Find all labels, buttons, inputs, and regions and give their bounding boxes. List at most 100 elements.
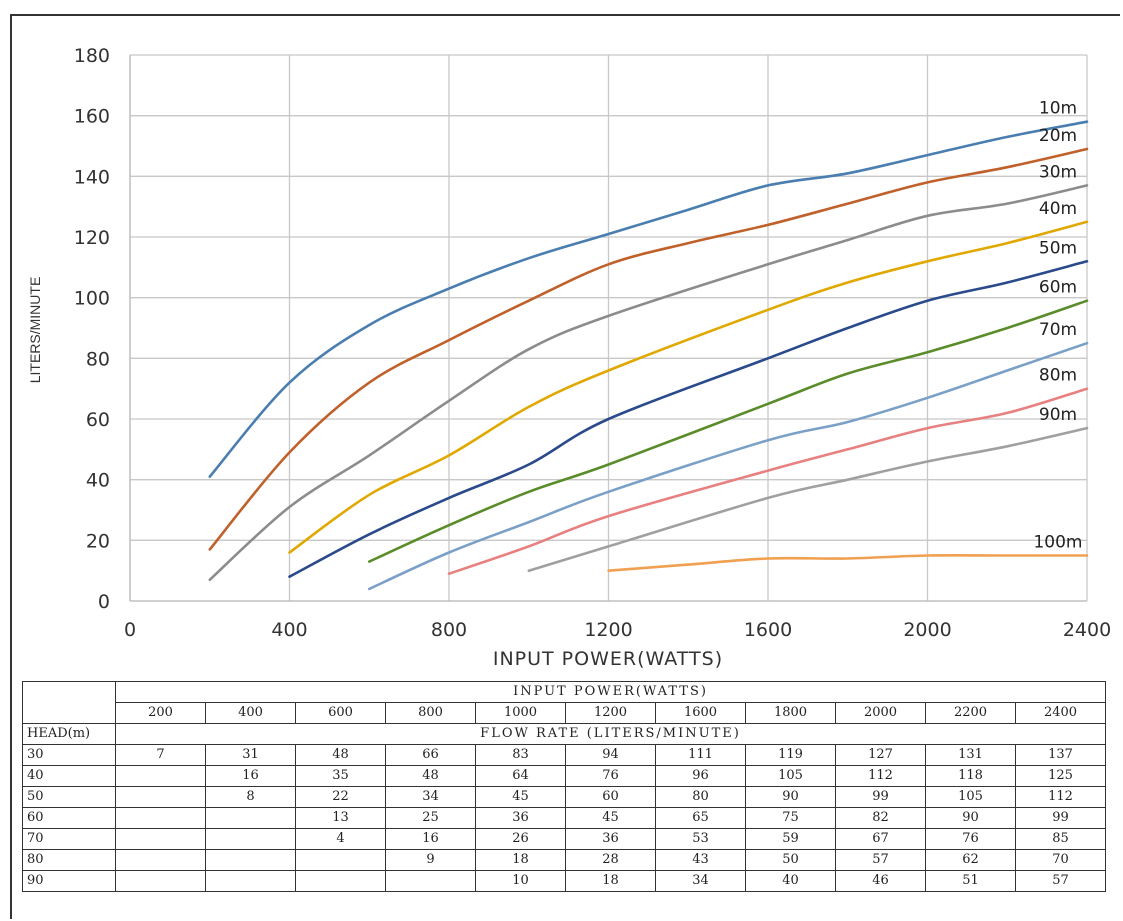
series-label-50m: 50m	[1039, 238, 1077, 258]
series-label-30m: 30m	[1039, 162, 1077, 182]
flow-rate-cell: 75	[745, 807, 836, 829]
head-cell: 60	[22, 807, 116, 829]
flow-rate-cell: 53	[655, 828, 746, 850]
flow-rate-cell	[115, 849, 206, 871]
flow-rate-cell: 118	[925, 765, 1016, 787]
flow-rate-cell: 18	[565, 870, 656, 892]
flow-rate-cell: 66	[385, 744, 476, 766]
flow-rate-cell: 40	[745, 870, 836, 892]
flow-rate-cell: 51	[925, 870, 1016, 892]
figure-frame	[10, 14, 1120, 919]
flow-rate-cell: 60	[565, 786, 656, 808]
series-label-80m: 80m	[1039, 366, 1077, 386]
flow-rate-cell: 76	[565, 765, 656, 787]
table-row: 90 10 18 34 40 46 51 57	[22, 870, 1106, 892]
y-tick-label: 160	[74, 106, 110, 128]
flow-rate-cell: 80	[655, 786, 746, 808]
flow-rate-cell: 82	[835, 807, 926, 829]
flow-rate-cell: 50	[745, 849, 836, 871]
head-cell: 40	[22, 765, 116, 787]
series-line-40m	[288, 220, 1089, 554]
flow-rate-cell: 4	[295, 828, 386, 850]
x-tick-label: 2400	[1063, 619, 1111, 641]
head-cell: 80	[22, 849, 116, 871]
table-sub-header-row: HEAD(m) FLOW RATE (LITERS/MINUTE)	[22, 723, 1106, 745]
head-cell: 30	[22, 744, 116, 766]
flow-rate-cell: 26	[475, 828, 566, 850]
y-tick-label: 80	[86, 348, 110, 370]
flow-rate-cell: 99	[1015, 807, 1106, 829]
y-tick-label: 140	[74, 166, 110, 188]
series-line-50m	[288, 260, 1089, 578]
flow-rate-cell	[205, 870, 296, 892]
flow-rate-cell: 16	[205, 765, 296, 787]
input-power-header: INPUT POWER(WATTS)	[115, 681, 1106, 703]
flow-rate-cell: 48	[295, 744, 386, 766]
table-row: 50 8 22 34 45 60 80 90 99 105 112	[22, 786, 1106, 808]
flow-rate-table: INPUT POWER(WATTS) 200 400 600 800 1000 1200 1…	[22, 681, 1106, 892]
flow-rate-cell: 83	[475, 744, 566, 766]
flow-rate-cell: 119	[745, 744, 836, 766]
chart-series	[208, 120, 1089, 591]
x-tick-label: 1600	[744, 619, 792, 641]
y-axis-label: LITERS/MINUTE	[27, 277, 43, 384]
flow-rate-cell: 34	[385, 786, 476, 808]
flow-rate-cell: 64	[475, 765, 566, 787]
flow-rate-cell: 96	[655, 765, 746, 787]
flow-rate-cell: 111	[655, 744, 746, 766]
flow-rate-cell: 16	[385, 828, 476, 850]
series-line-80m	[447, 387, 1089, 575]
flow-rate-cell: 10	[475, 870, 566, 892]
power-header-cell: 1200	[565, 702, 656, 724]
head-cell: 70	[22, 828, 116, 850]
flow-rate-cell: 76	[925, 828, 1016, 850]
flow-rate-cell: 67	[835, 828, 926, 850]
flow-rate-cell	[115, 786, 206, 808]
y-tick-label: 0	[98, 591, 110, 613]
y-tick-label: 40	[86, 470, 110, 492]
flow-rate-cell: 45	[475, 786, 566, 808]
flow-rate-cell: 28	[565, 849, 656, 871]
flow-rate-cell: 46	[835, 870, 926, 892]
flow-rate-cell: 57	[1015, 870, 1106, 892]
power-header-cell: 1800	[745, 702, 836, 724]
flow-rate-cell: 59	[745, 828, 836, 850]
flow-rate-cell: 94	[565, 744, 656, 766]
chart-series-labels: 10m 20m 30m 40m 50m 60m 70m 80m 90m 100m	[1033, 99, 1082, 553]
table-row: 40 16 35 48 64 76 96 105 112 118 125	[22, 765, 1106, 787]
head-column-header: HEAD(m)	[22, 723, 116, 745]
flow-rate-cell: 34	[655, 870, 746, 892]
series-line-20m	[208, 147, 1089, 551]
x-tick-label: 2000	[903, 619, 951, 641]
series-label-20m: 20m	[1039, 126, 1077, 146]
flow-rate-cell: 112	[1015, 786, 1106, 808]
y-tick-label: 20	[86, 530, 110, 552]
power-header-cell: 2200	[925, 702, 1016, 724]
flow-rate-cell: 48	[385, 765, 476, 787]
flow-rate-cell	[205, 807, 296, 829]
power-header-cell: 2400	[1015, 702, 1106, 724]
x-tick-label: 800	[431, 619, 467, 641]
flow-rate-cell: 18	[475, 849, 566, 871]
flow-rate-cell: 7	[115, 744, 206, 766]
table-top-header-row: INPUT POWER(WATTS)	[22, 681, 1106, 724]
series-line-90m	[527, 426, 1089, 572]
power-header-cell: 600	[295, 702, 386, 724]
y-tick-label: 120	[74, 227, 110, 249]
flow-rate-cell: 43	[655, 849, 746, 871]
flow-rate-cell: 45	[565, 807, 656, 829]
flow-rate-cell: 36	[565, 828, 656, 850]
head-cell: 90	[22, 870, 116, 892]
y-tick-label: 180	[74, 45, 110, 67]
flow-rate-cell	[115, 828, 206, 850]
x-tick-label: 400	[271, 619, 307, 641]
flow-rate-cell: 13	[295, 807, 386, 829]
flow-rate-cell	[115, 765, 206, 787]
flow-rate-cell: 127	[835, 744, 926, 766]
flow-rate-cell	[115, 870, 206, 892]
series-label-60m: 60m	[1039, 278, 1077, 298]
flow-rate-cell: 62	[925, 849, 1016, 871]
flow-rate-cell: 36	[475, 807, 566, 829]
series-label-40m: 40m	[1039, 199, 1077, 219]
flow-rate-cell	[295, 849, 386, 871]
